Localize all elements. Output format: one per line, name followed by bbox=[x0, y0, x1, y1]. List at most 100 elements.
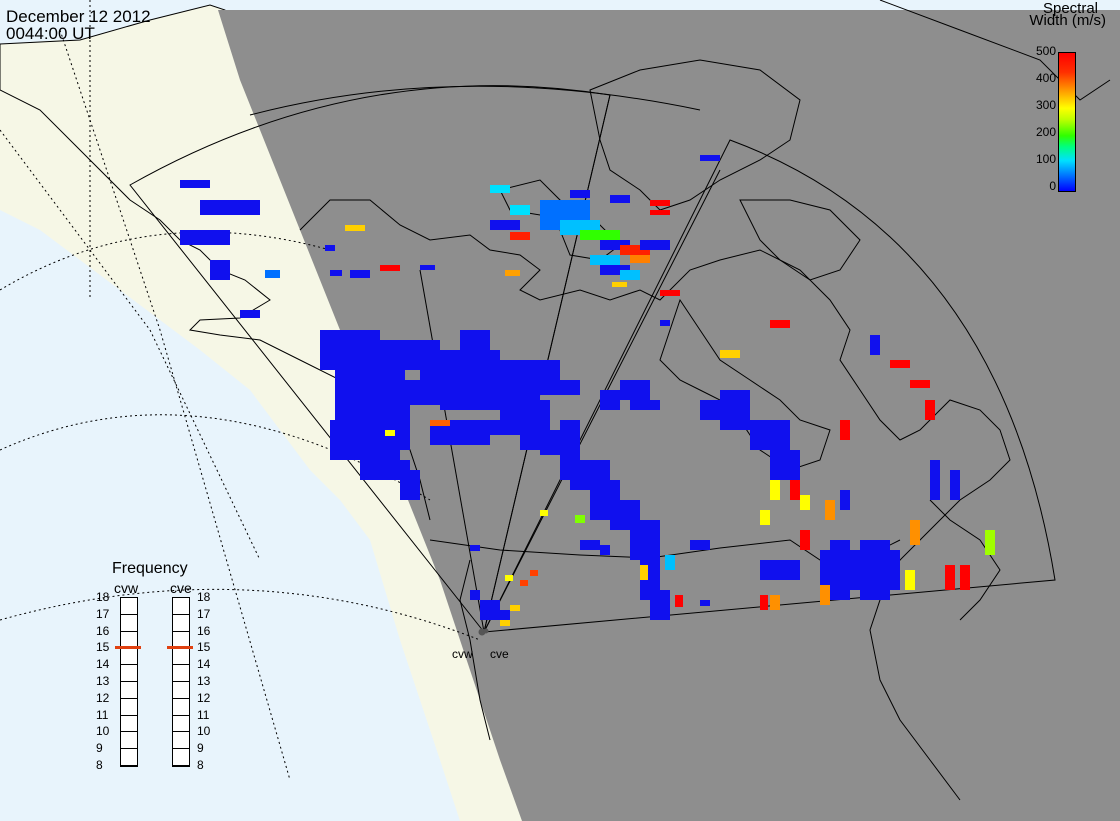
frequency-cell bbox=[121, 615, 137, 632]
echo-cell bbox=[620, 380, 650, 400]
date-label: December 12 2012 bbox=[6, 7, 151, 26]
frequency-cell bbox=[173, 716, 189, 733]
site-label-cvw: cvw bbox=[452, 647, 473, 661]
frequency-cell bbox=[173, 749, 189, 766]
frequency-cell bbox=[173, 615, 189, 632]
echo-cell bbox=[240, 310, 260, 318]
echo-cells bbox=[180, 155, 995, 626]
echo-cell bbox=[840, 420, 850, 440]
echo-cell bbox=[490, 185, 510, 193]
echo-cell bbox=[480, 380, 540, 400]
frequency-radar-cvw: cvw bbox=[114, 580, 139, 596]
land-daylight bbox=[0, 40, 525, 821]
echo-cell bbox=[490, 220, 520, 230]
frequency-tick: 8 bbox=[197, 758, 204, 772]
echo-cell bbox=[840, 490, 850, 510]
echo-cell bbox=[620, 270, 640, 280]
echo-cell bbox=[910, 520, 920, 545]
frequency-tick: 10 bbox=[197, 724, 211, 739]
echo-cell bbox=[650, 200, 670, 206]
frequency-cell bbox=[121, 716, 137, 733]
echo-cell bbox=[910, 380, 930, 388]
frequency-selected-marker bbox=[115, 646, 141, 650]
echo-cell bbox=[630, 520, 660, 560]
echo-cell bbox=[770, 480, 780, 500]
frequency-cell bbox=[121, 648, 137, 666]
frequency-cell bbox=[121, 598, 137, 615]
echo-cell bbox=[945, 565, 955, 590]
frequency-cell bbox=[173, 648, 189, 666]
echo-cell bbox=[520, 360, 560, 380]
echo-cell bbox=[505, 270, 520, 276]
echo-cell bbox=[460, 330, 490, 350]
echo-cell bbox=[540, 380, 580, 395]
echo-cell bbox=[210, 260, 230, 280]
echo-cell bbox=[570, 190, 590, 198]
echo-cell bbox=[510, 232, 530, 240]
echo-cell bbox=[880, 550, 900, 590]
echo-cell bbox=[520, 580, 528, 586]
echo-cell bbox=[770, 450, 800, 480]
frequency-tick: 12 bbox=[197, 690, 211, 705]
frequency-tick: 16 bbox=[96, 623, 110, 638]
echo-cell bbox=[265, 270, 280, 278]
echo-cell bbox=[660, 320, 670, 326]
echo-cell bbox=[760, 560, 800, 580]
echo-cell bbox=[612, 282, 627, 287]
time-label: 0044:00 UT bbox=[6, 24, 95, 43]
echo-cell bbox=[800, 495, 810, 510]
echo-cell bbox=[925, 400, 935, 420]
echo-cell bbox=[510, 605, 520, 611]
echo-cell bbox=[470, 545, 480, 551]
frequency-tick: 17 bbox=[96, 606, 110, 621]
frequency-selected-marker bbox=[167, 646, 193, 650]
frequency-cell bbox=[173, 665, 189, 682]
echo-cell bbox=[770, 320, 790, 328]
echo-cell bbox=[790, 480, 800, 500]
colorbar-tick: 300 bbox=[1035, 98, 1056, 112]
echo-cell bbox=[480, 600, 500, 620]
frequency-tick: 14 bbox=[96, 657, 110, 672]
echo-cell bbox=[830, 540, 850, 600]
echo-cell bbox=[530, 570, 538, 576]
frequency-tick: 17 bbox=[197, 606, 211, 621]
echo-cell bbox=[380, 265, 400, 271]
echo-cell bbox=[905, 570, 915, 590]
echo-cell bbox=[580, 230, 620, 240]
fov-cvw bbox=[129, 85, 611, 634]
echo-cell bbox=[420, 265, 435, 270]
colorbar bbox=[1058, 52, 1076, 192]
echo-cell bbox=[385, 430, 395, 436]
frequency-title: Frequency bbox=[112, 560, 188, 577]
echo-cell bbox=[770, 595, 780, 610]
frequency-tick: 8 bbox=[96, 758, 103, 772]
fov-cve bbox=[483, 139, 1056, 633]
frequency-cell bbox=[173, 699, 189, 716]
frequency-cell bbox=[121, 699, 137, 716]
echo-cell bbox=[630, 400, 660, 410]
echo-cell bbox=[350, 270, 370, 278]
echo-cell bbox=[985, 530, 995, 555]
frequency-cell bbox=[121, 682, 137, 699]
echo-cell bbox=[540, 510, 548, 516]
echo-cell bbox=[675, 595, 683, 607]
frequency-tick: 18 bbox=[96, 590, 110, 604]
echo-cell bbox=[820, 585, 830, 605]
echo-cell bbox=[665, 555, 675, 570]
echo-cell bbox=[500, 620, 510, 626]
echo-cell bbox=[500, 610, 510, 620]
echo-cell bbox=[200, 200, 260, 215]
echo-cell bbox=[800, 530, 810, 550]
frequency-tick: 13 bbox=[197, 674, 211, 688]
echo-cell bbox=[650, 590, 670, 620]
colorbar-tick: 200 bbox=[1035, 125, 1056, 139]
site-marker-cve bbox=[483, 628, 489, 634]
frequency-cell bbox=[121, 665, 137, 682]
echo-cell bbox=[600, 240, 630, 250]
echo-cell bbox=[580, 540, 600, 550]
echo-cell bbox=[760, 595, 768, 610]
colorbar-tick: 400 bbox=[1035, 71, 1056, 85]
frequency-tick: 18 bbox=[197, 590, 211, 604]
